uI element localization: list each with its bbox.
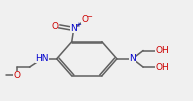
Text: −: − — [86, 14, 92, 20]
Text: +: + — [75, 22, 81, 28]
Text: N: N — [70, 24, 77, 33]
Text: OH: OH — [155, 46, 169, 55]
Text: HN: HN — [35, 54, 49, 63]
Text: OH: OH — [155, 63, 169, 72]
Text: N: N — [129, 54, 136, 63]
Text: O: O — [14, 71, 20, 80]
Text: O: O — [81, 15, 88, 24]
Text: O: O — [51, 22, 58, 31]
